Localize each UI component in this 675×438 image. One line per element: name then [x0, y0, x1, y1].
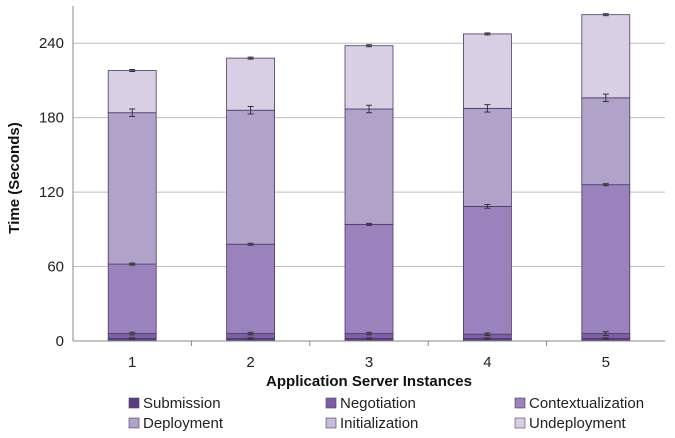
- legend-label: Deployment: [143, 415, 224, 432]
- legend-swatch: [514, 397, 526, 409]
- error-bar: [247, 337, 254, 340]
- bar-segment-contextualization-3: [344, 223, 394, 334]
- legend-label: Negotiation: [340, 395, 416, 412]
- y-axis-title: Time (Seconds): [6, 122, 23, 233]
- error-bar: [129, 262, 136, 266]
- error-bar: [484, 104, 491, 113]
- bar-segment-deployment-4: [462, 107, 512, 207]
- x-tick-label: 4: [483, 354, 491, 371]
- legend-label: Submission: [143, 395, 221, 412]
- legend-swatch: [325, 397, 337, 409]
- y-tick-label: 0: [56, 333, 64, 350]
- legend-swatch: [325, 417, 337, 429]
- bar-segment-deployment-2: [226, 109, 276, 245]
- bar-segment-deployment-1: [107, 112, 157, 265]
- legend-item-undeployment: Undeployment: [514, 415, 627, 432]
- error-bar: [247, 56, 254, 60]
- error-bar: [602, 93, 609, 103]
- y-tick-label: 240: [39, 35, 64, 52]
- legend-swatch: [514, 417, 526, 429]
- bar-segment-undeployment-1: [107, 70, 157, 114]
- error-bar: [602, 13, 609, 17]
- error-bar: [484, 332, 491, 336]
- legend-label: Undeployment: [529, 415, 627, 432]
- bar-segment-deployment-5: [581, 97, 631, 186]
- error-bars: [129, 13, 609, 340]
- error-bar: [602, 331, 609, 336]
- bar-segment-contextualization-2: [226, 243, 276, 334]
- error-bar: [484, 32, 491, 36]
- bar-segment-undeployment-5: [581, 14, 631, 99]
- legend-item-contextualization: Contextualization: [514, 395, 644, 412]
- error-bar: [366, 44, 372, 48]
- error-bar: [247, 331, 254, 336]
- legend-item-negotiation: Negotiation: [325, 395, 416, 412]
- legend-item-initialization: Initialization: [325, 415, 418, 432]
- error-bar: [602, 183, 609, 187]
- error-bar: [366, 222, 372, 226]
- error-bar: [129, 337, 136, 340]
- y-tick-label: 60: [47, 259, 64, 276]
- error-bar: [129, 331, 136, 336]
- y-tick-labels: 0 60 120 180 240: [39, 35, 64, 350]
- bar-segment-undeployment-3: [344, 45, 394, 110]
- bar-segment-contextualization-1: [107, 263, 157, 334]
- legend-swatch: [128, 397, 140, 409]
- legend: Submission Negotiation Contextualization De…: [128, 395, 644, 432]
- bars: [107, 14, 631, 342]
- error-bar: [129, 69, 136, 73]
- error-bar: [247, 106, 254, 115]
- error-bar: [366, 337, 372, 340]
- x-tick-label: 5: [602, 354, 610, 371]
- error-bar: [366, 104, 372, 114]
- error-bar: [247, 242, 254, 246]
- legend-label: Initialization: [340, 415, 418, 432]
- y-tick-label: 120: [39, 184, 64, 201]
- bar-segment-contextualization-4: [462, 205, 512, 335]
- x-axis-title: Application Server Instances: [266, 373, 472, 390]
- bar-segment-undeployment-2: [226, 57, 276, 111]
- legend-swatch: [128, 417, 140, 429]
- x-tick-labels: 1 2 3 4 5: [128, 354, 610, 371]
- error-bar: [484, 204, 491, 209]
- bar-segment-contextualization-5: [581, 184, 631, 334]
- x-tick-label: 3: [365, 354, 373, 371]
- x-tick-label: 2: [246, 354, 254, 371]
- bar-segment-undeployment-4: [462, 33, 512, 109]
- bar-segment-deployment-3: [344, 108, 394, 225]
- y-tick-label: 180: [39, 110, 64, 127]
- error-bar: [129, 108, 136, 117]
- legend-item-submission: Submission: [128, 395, 221, 412]
- error-bar: [602, 337, 609, 340]
- legend-label: Contextualization: [529, 395, 644, 412]
- legend-item-deployment: Deployment: [128, 415, 224, 432]
- error-bar: [484, 337, 491, 340]
- x-tick-label: 1: [128, 354, 136, 371]
- error-bar: [366, 331, 372, 336]
